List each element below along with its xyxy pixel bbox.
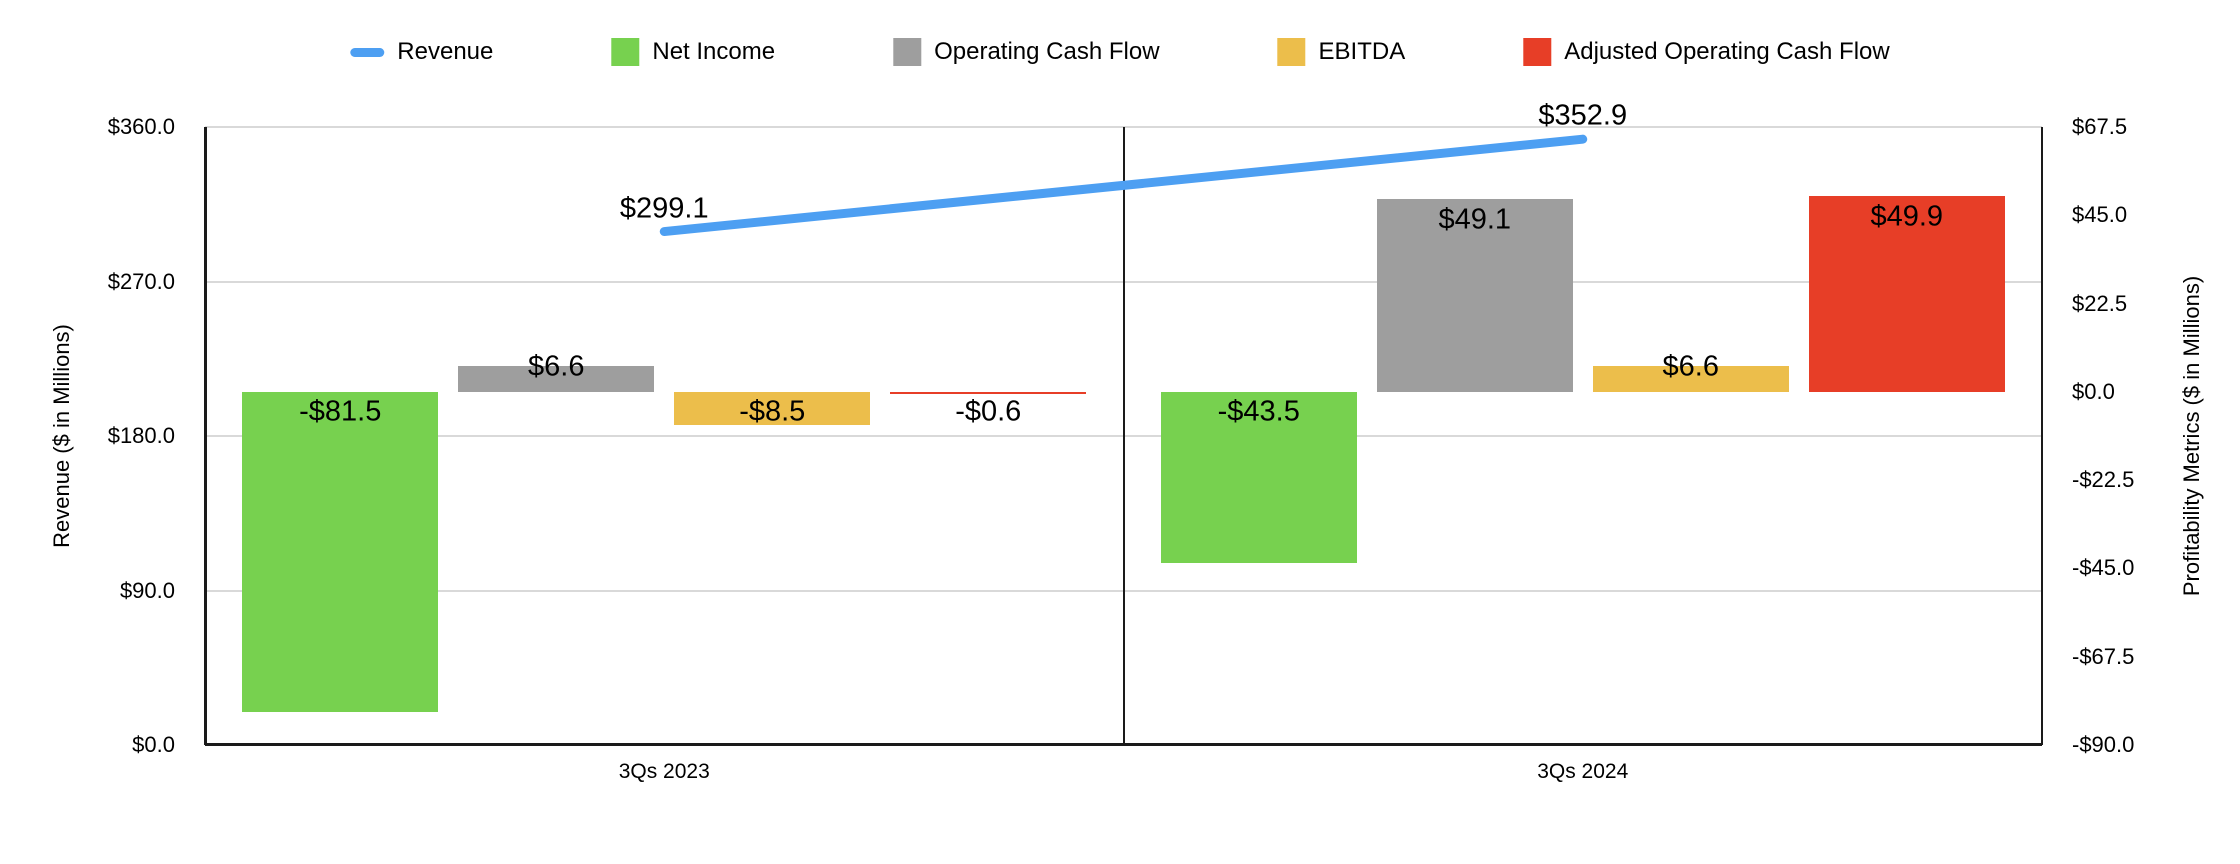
left-axis-tick: $270.0 <box>107 268 175 294</box>
legend-item-operating-cash-flow: Operating Cash Flow <box>893 38 1160 66</box>
left-axis-tick: $360.0 <box>107 114 175 139</box>
legend-label-operating-cash-flow: Operating Cash Flow <box>934 38 1160 65</box>
plot-area: -$81.5 -$43.5 $6.6 $49.1 -$8.5 $6.6 -$0.6 $49.9… <box>204 100 2043 746</box>
legend-label-adjusted-operating-cash-flow: Adjusted Operating Cash Flow <box>1564 38 1890 65</box>
right-axis-tick: $67.5 <box>2072 114 2128 139</box>
legend-swatch-icon-adjusted-operating-cash-flow <box>1523 38 1552 66</box>
bar-label-ebitda-3qs-2024: $6.6 <box>1662 350 1719 383</box>
bar-label-net-income-3qs-2024: -$43.5 <box>1217 395 1300 428</box>
right-axis-tick: -$90.0 <box>2072 732 2135 757</box>
legend-label-net-income: Net Income <box>652 38 776 65</box>
bar-label-operating-cash-flow-3qs-2024: $49.1 <box>1438 203 1512 236</box>
bar-adjusted-operating-cash-flow-3qs-2023 <box>890 391 1087 395</box>
bar-operating-cash-flow-3qs-2024 <box>1376 199 1573 392</box>
line-label-3qs-2023: $299.1 <box>619 192 709 225</box>
right-axis-tick: $45.0 <box>2072 202 2128 228</box>
right-axis-title: Profitability Metrics ($ in Millions) <box>2179 275 2204 597</box>
bar-label-adjusted-operating-cash-flow-3qs-2023: -$0.6 <box>955 395 1022 428</box>
left-axis-tick: $180.0 <box>107 423 175 448</box>
bar-net-income-3qs-2024 <box>1160 391 1357 563</box>
revenue-line <box>659 134 1588 237</box>
legend-item-net-income: Net Income <box>611 38 775 66</box>
legend-swatch-icon-ebitda <box>1277 38 1306 66</box>
legend-swatch-icon-operating-cash-flow <box>893 38 922 66</box>
right-axis-tick: -$45.0 <box>2072 555 2135 581</box>
plot-border-right <box>2040 127 2043 745</box>
revenue-line-segment <box>659 134 1588 237</box>
bar-label-ebitda-3qs-2023: -$8.5 <box>739 395 806 428</box>
legend-item-adjusted-operating-cash-flow: Adjusted Operating Cash Flow <box>1523 38 1890 66</box>
legend-item-ebitda: EBITDA <box>1277 38 1406 66</box>
bar-label-operating-cash-flow-3qs-2023: $6.6 <box>528 350 585 383</box>
legend-item-revenue: Revenue <box>350 38 493 66</box>
bar-adjusted-operating-cash-flow-3qs-2024 <box>1808 196 2005 392</box>
bar-operating-cash-flow-3qs-2023 <box>458 365 655 392</box>
legend-label-revenue: Revenue <box>397 38 494 65</box>
category-divider <box>1122 127 1125 745</box>
bar-ebitda-3qs-2023 <box>674 391 871 426</box>
left-axis-title: Revenue ($ in Millions) <box>49 324 74 548</box>
left-axis-tick: $90.0 <box>119 577 175 603</box>
right-axis-tick: $22.5 <box>2072 290 2128 316</box>
right-axis-tick: -$67.5 <box>2072 643 2135 669</box>
right-axis-tick: -$22.5 <box>2072 467 2135 493</box>
line-label-3qs-2024: $352.9 <box>1538 99 1628 132</box>
category-label-3qs-2024: 3Qs 2024 <box>1537 760 1629 783</box>
bar-label-adjusted-operating-cash-flow-3qs-2024: $49.9 <box>1870 200 1944 233</box>
legend-swatch-icon-net-income <box>611 38 640 66</box>
bar-label-net-income-3qs-2023: -$81.5 <box>299 395 382 428</box>
category-label-3qs-2023: 3Qs 2023 <box>618 760 710 783</box>
chart-legend: Revenue Net Income Operating Cash Flow EBIT… <box>350 38 1890 66</box>
plot-border-left <box>204 127 207 745</box>
bar-net-income-3qs-2023 <box>242 391 439 712</box>
left-axis-tick: $0.0 <box>132 732 175 757</box>
legend-line-swatch-icon <box>350 47 385 57</box>
right-axis-tick: $0.0 <box>2072 378 2115 404</box>
legend-label-ebitda: EBITDA <box>1318 38 1406 65</box>
bar-ebitda-3qs-2024 <box>1592 365 1789 392</box>
